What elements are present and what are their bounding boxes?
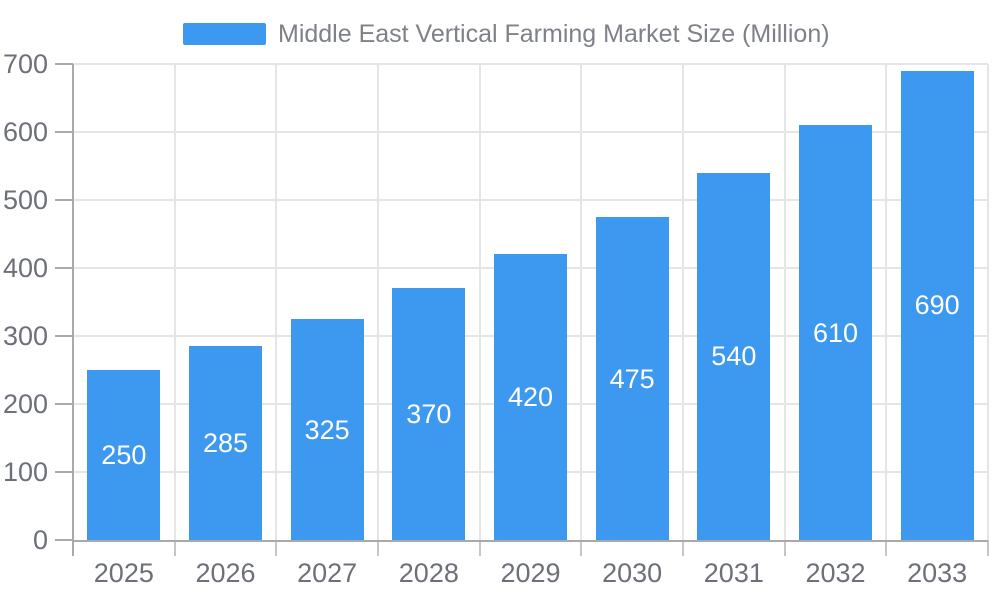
x-axis-tick-label: 2032 [805, 558, 866, 588]
v-gridline [275, 64, 278, 540]
x-axis-tick-label: 2029 [500, 558, 561, 588]
v-gridline [580, 64, 583, 540]
bar[interactable] [392, 288, 466, 540]
y-axis-line [72, 64, 74, 556]
bar[interactable] [900, 70, 974, 540]
y-axis-tick-label: 0 [32, 525, 48, 555]
bar[interactable] [87, 370, 161, 540]
y-axis-tick-label: 600 [2, 117, 48, 147]
y-axis-tick-label: 200 [2, 389, 48, 419]
y-axis-tick [55, 471, 73, 473]
x-axis-tick-label: 2030 [602, 558, 663, 588]
bar[interactable] [595, 217, 669, 540]
x-axis-tick-label: 2027 [297, 558, 358, 588]
y-axis-tick-label: 100 [2, 457, 48, 487]
v-gridline [885, 64, 888, 540]
bar[interactable] [697, 172, 771, 540]
x-axis-tick [682, 540, 684, 556]
y-axis-tick-label: 700 [2, 49, 48, 79]
v-gridline [682, 64, 684, 540]
legend[interactable]: Middle East Vertical Farming Market Size… [183, 12, 830, 56]
x-axis-tick [580, 540, 583, 556]
x-axis-tick-label: 2025 [93, 558, 154, 588]
h-gridline [73, 63, 988, 65]
x-axis-tick [275, 540, 278, 556]
x-axis-tick-label: 2031 [703, 558, 764, 588]
bar[interactable] [494, 254, 567, 540]
h-gridline [73, 199, 988, 201]
h-gridline [73, 131, 988, 133]
v-gridline [377, 64, 379, 540]
y-axis-tick-label: 300 [2, 321, 48, 351]
bar[interactable] [290, 319, 364, 540]
bar[interactable] [189, 346, 262, 540]
v-gridline [478, 64, 481, 540]
v-gridline [987, 64, 989, 540]
y-axis-tick-label: 400 [2, 253, 48, 283]
x-axis-tick [987, 540, 989, 556]
x-axis-line [73, 540, 988, 542]
y-axis-tick-label: 500 [2, 185, 48, 215]
y-axis-tick [55, 403, 73, 405]
y-axis-tick [55, 199, 73, 201]
y-axis-tick [55, 63, 73, 65]
x-axis-tick-label: 2026 [195, 558, 256, 588]
legend-swatch-icon [183, 23, 266, 45]
x-axis-tick-label: 2033 [907, 558, 968, 588]
y-axis-tick [55, 267, 73, 269]
y-axis-tick [55, 131, 73, 133]
bar[interactable] [799, 125, 872, 540]
x-axis-tick [173, 540, 176, 556]
x-axis-tick [478, 540, 481, 556]
legend-label: Middle East Vertical Farming Market Size… [278, 20, 830, 48]
v-gridline [783, 64, 786, 540]
y-axis-tick [55, 539, 73, 541]
x-axis-tick-label: 2028 [398, 558, 459, 588]
x-axis-tick [783, 540, 786, 556]
x-axis-tick [377, 540, 379, 556]
y-axis-tick [55, 335, 73, 337]
v-gridline [173, 64, 176, 540]
x-axis-tick [885, 540, 888, 556]
